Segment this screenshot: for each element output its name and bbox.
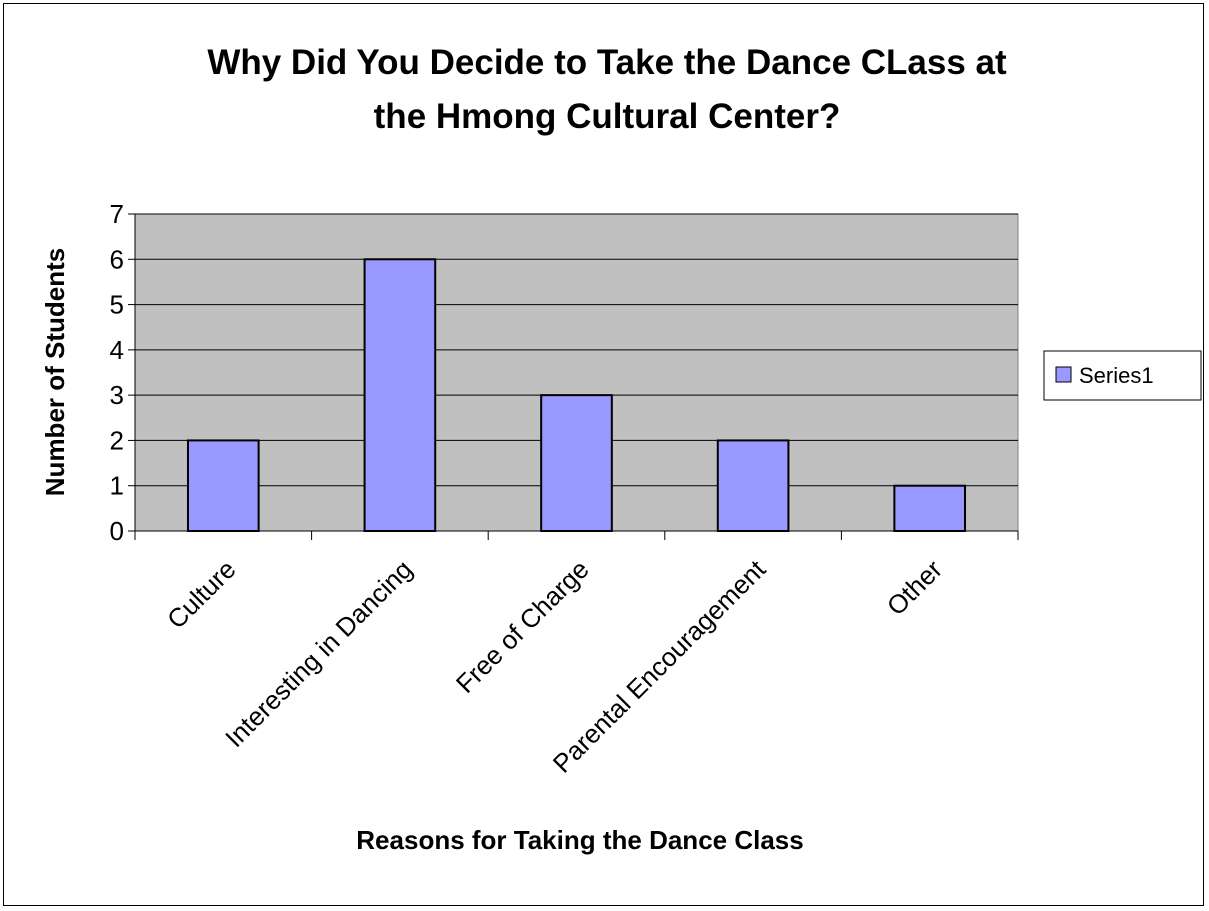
chart-title-line-2: the Hmong Cultural Center?: [374, 97, 841, 136]
legend: Series1: [1043, 350, 1202, 401]
legend-label-series1: Series1: [1079, 363, 1154, 388]
y-tick-label: 3: [110, 380, 124, 410]
axes: [128, 213, 1019, 540]
y-tick-label: 4: [110, 335, 124, 365]
y-tick-label: 1: [110, 471, 124, 501]
y-tick-label: 6: [110, 244, 124, 274]
bar-parental-encouragement: [716, 439, 790, 532]
x-tick-label: Interesting in Dancing: [219, 554, 418, 753]
x-tick-label: Free of Charge: [450, 554, 595, 699]
y-tick-label: 7: [110, 199, 124, 229]
x-tick-label: Culture: [161, 554, 241, 634]
bars: [186, 258, 967, 533]
x-axis-title: Reasons for Taking the Dance Class: [356, 825, 803, 855]
y-tick-label: 2: [110, 425, 124, 455]
y-tick-label: 5: [110, 290, 124, 320]
bar-free-of-charge: [540, 394, 613, 532]
bar-interesting-in-dancing: [363, 258, 437, 532]
bar-culture: [186, 439, 260, 532]
chart-title-line-1: Why Did You Decide to Take the Dance CLa…: [207, 43, 1007, 82]
legend-swatch-series1: [1055, 366, 1072, 383]
y-tick-label: 0: [110, 516, 124, 546]
y-axis-title: Number of Students: [40, 248, 70, 496]
y-tick-labels: 0 1 2 3 4 5 6 7: [110, 199, 124, 546]
bar-other: [893, 484, 967, 533]
x-tick-label: Other: [881, 554, 948, 621]
